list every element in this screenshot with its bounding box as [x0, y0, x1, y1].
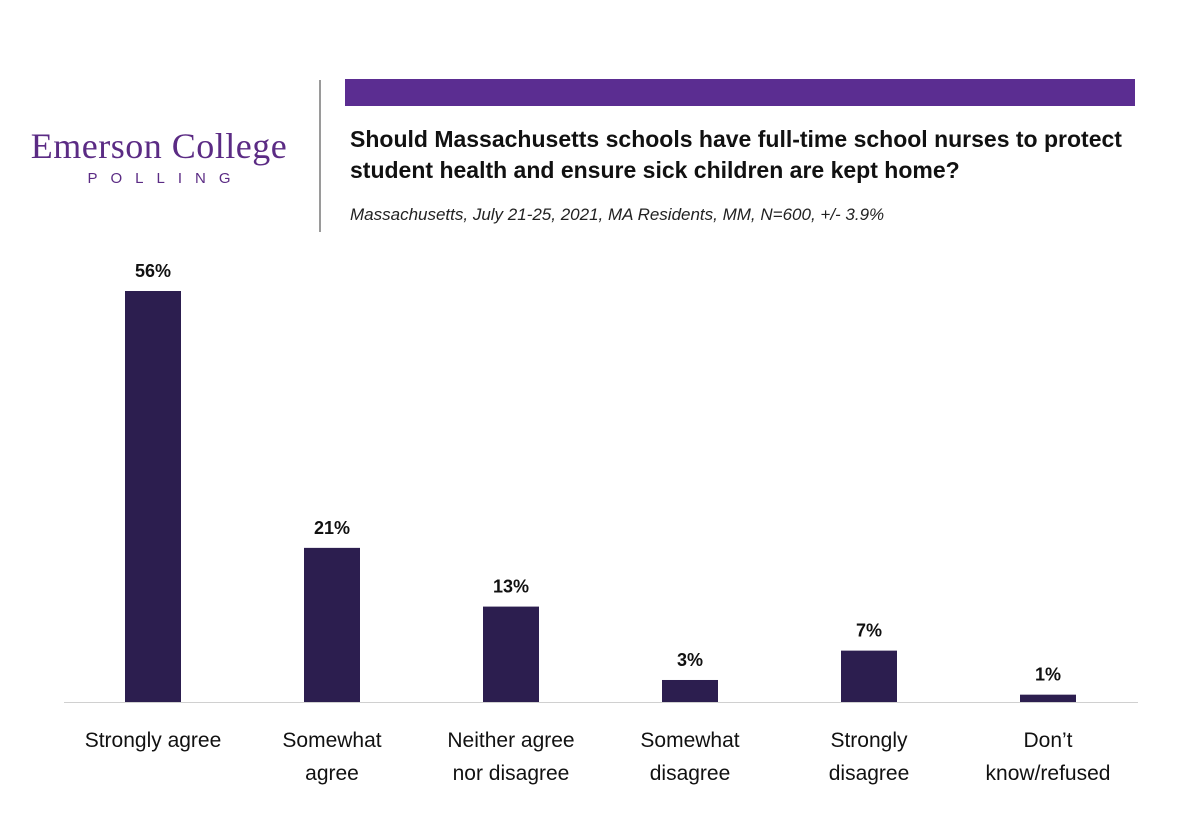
bar-1 — [304, 547, 360, 702]
data-label-5: 1% — [1035, 665, 1061, 685]
category-label-3-line-0: Somewhat — [640, 729, 739, 752]
data-label-1: 21% — [314, 518, 350, 538]
category-label-1-line-0: Somewhat — [282, 729, 381, 752]
chart-subtitle: Massachusetts, July 21-25, 2021, MA Resi… — [350, 205, 885, 224]
category-label-2-line-1: nor disagree — [453, 762, 570, 785]
bar-5 — [1020, 694, 1076, 702]
chart-title: Should Massachusetts schools have full-t… — [350, 126, 1122, 183]
data-label-4: 7% — [856, 621, 882, 641]
category-label-4-line-0: Strongly — [830, 729, 908, 752]
logo-subtitle: POLLING — [87, 170, 244, 187]
category-label-0-line-0: Strongly agree — [85, 729, 222, 752]
category-label-2-line-0: Neither agree — [447, 729, 574, 752]
bar-3 — [662, 679, 718, 702]
logo-name: Emerson College — [30, 126, 288, 166]
category-label-5-line-0: Don’t — [1023, 729, 1072, 752]
bar-2 — [483, 606, 539, 702]
category-label-1-line-1: agree — [305, 762, 359, 785]
emerson-logo: Emerson College POLLING — [14, 126, 304, 187]
category-label-4-line-1: disagree — [829, 762, 910, 785]
category-label-5-line-1: know/refused — [986, 762, 1111, 785]
data-label-2: 13% — [493, 577, 529, 597]
category-label-3-line-1: disagree — [650, 762, 731, 785]
header-divider — [319, 80, 321, 232]
accent-bar — [345, 79, 1135, 106]
data-label-3: 3% — [677, 650, 703, 670]
bar-4 — [841, 650, 897, 702]
data-label-0: 56% — [135, 261, 171, 281]
bar-0 — [125, 291, 181, 702]
